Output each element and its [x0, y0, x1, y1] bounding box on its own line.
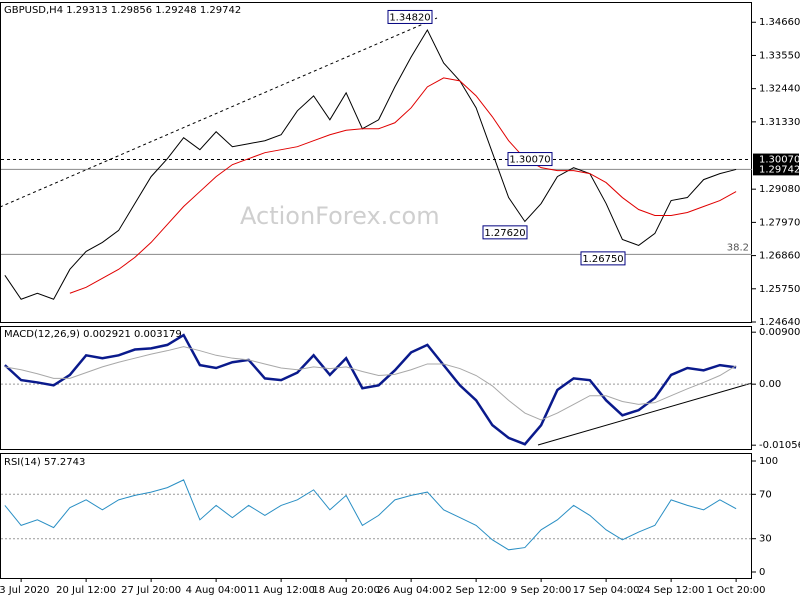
- x-tick-label: 17 Sep 04:00: [573, 585, 640, 596]
- annotation-label: 1.26750: [582, 254, 623, 265]
- x-tick-label: 26 Aug 04:00: [377, 585, 444, 596]
- y-tick-label: 1.34660: [759, 17, 800, 28]
- y-tick-label: 1.32440: [759, 84, 800, 95]
- y-tick-label: -0.010566: [759, 440, 800, 451]
- y-tick-label: 1.24640: [759, 317, 800, 328]
- y-tick-label: 1.29080: [759, 184, 800, 195]
- x-tick-label: 27 Jul 20:00: [121, 585, 181, 596]
- annotation-box: [482, 225, 528, 240]
- y-tick-label: 0: [759, 567, 765, 578]
- rsi-frame: [0, 453, 752, 579]
- price-label: 1.30070: [759, 155, 800, 166]
- y-tick-label: 1.33550: [759, 50, 800, 61]
- x-tick-label: 13 Jul 2020: [0, 585, 49, 596]
- x-tick-label: 9 Sep 20:00: [511, 585, 571, 596]
- annotation-box: [580, 251, 626, 266]
- y-tick-label: 0.00: [759, 379, 781, 390]
- annotation-box: [387, 9, 433, 24]
- series-line: [4, 479, 737, 551]
- y-tick-label: 100: [759, 456, 778, 467]
- annotation-label: 1.34820: [389, 12, 430, 23]
- chart-title: GBPUSD,H4 1.29313 1.29856 1.29248 1.2974…: [4, 5, 241, 16]
- y-tick-label: 1.31330: [759, 117, 800, 128]
- series-line: [4, 333, 737, 446]
- x-tick-label: 24 Sep 12:00: [638, 585, 705, 596]
- y-tick-label: 70: [759, 489, 772, 500]
- x-tick-label: 2 Sep 12:00: [446, 585, 506, 596]
- y-tick-label: 0.009003: [759, 327, 800, 338]
- price-label-box: [753, 163, 799, 176]
- y-tick-label: 1.25750: [759, 284, 800, 295]
- series-line: [4, 28, 737, 300]
- main-frame: [0, 2, 752, 323]
- level-label: 38.2: [727, 242, 749, 253]
- macd-title: MACD(12,26,9) 0.002921 0.003179: [4, 329, 182, 340]
- macd-frame: [0, 326, 752, 450]
- annotation-label: 1.30070: [509, 155, 550, 166]
- price-label-box: [753, 153, 799, 166]
- x-tick-label: 18 Aug 20:00: [312, 585, 379, 596]
- x-tick-label: 20 Jul 12:00: [56, 585, 116, 596]
- annotation-label: 1.27620: [484, 228, 525, 239]
- annotation-box: [507, 152, 553, 167]
- watermark: ActionForex.com: [240, 202, 440, 230]
- x-tick-label: 1 Oct 20:00: [707, 585, 766, 596]
- rsi-title: RSI(14) 57.2743: [4, 457, 85, 468]
- x-tick-label: 4 Aug 04:00: [186, 585, 247, 596]
- trend-line: [0, 17, 438, 208]
- series-line: [4, 346, 737, 421]
- macd-trend-line: [537, 382, 753, 446]
- y-tick-label: 1.27970: [759, 217, 800, 228]
- y-tick-label: 1.26860: [759, 251, 800, 262]
- x-tick-label: 11 Aug 12:00: [247, 585, 314, 596]
- price-label: 1.29742: [759, 164, 800, 175]
- series-line: [69, 77, 737, 294]
- y-tick-label: 30: [759, 534, 772, 545]
